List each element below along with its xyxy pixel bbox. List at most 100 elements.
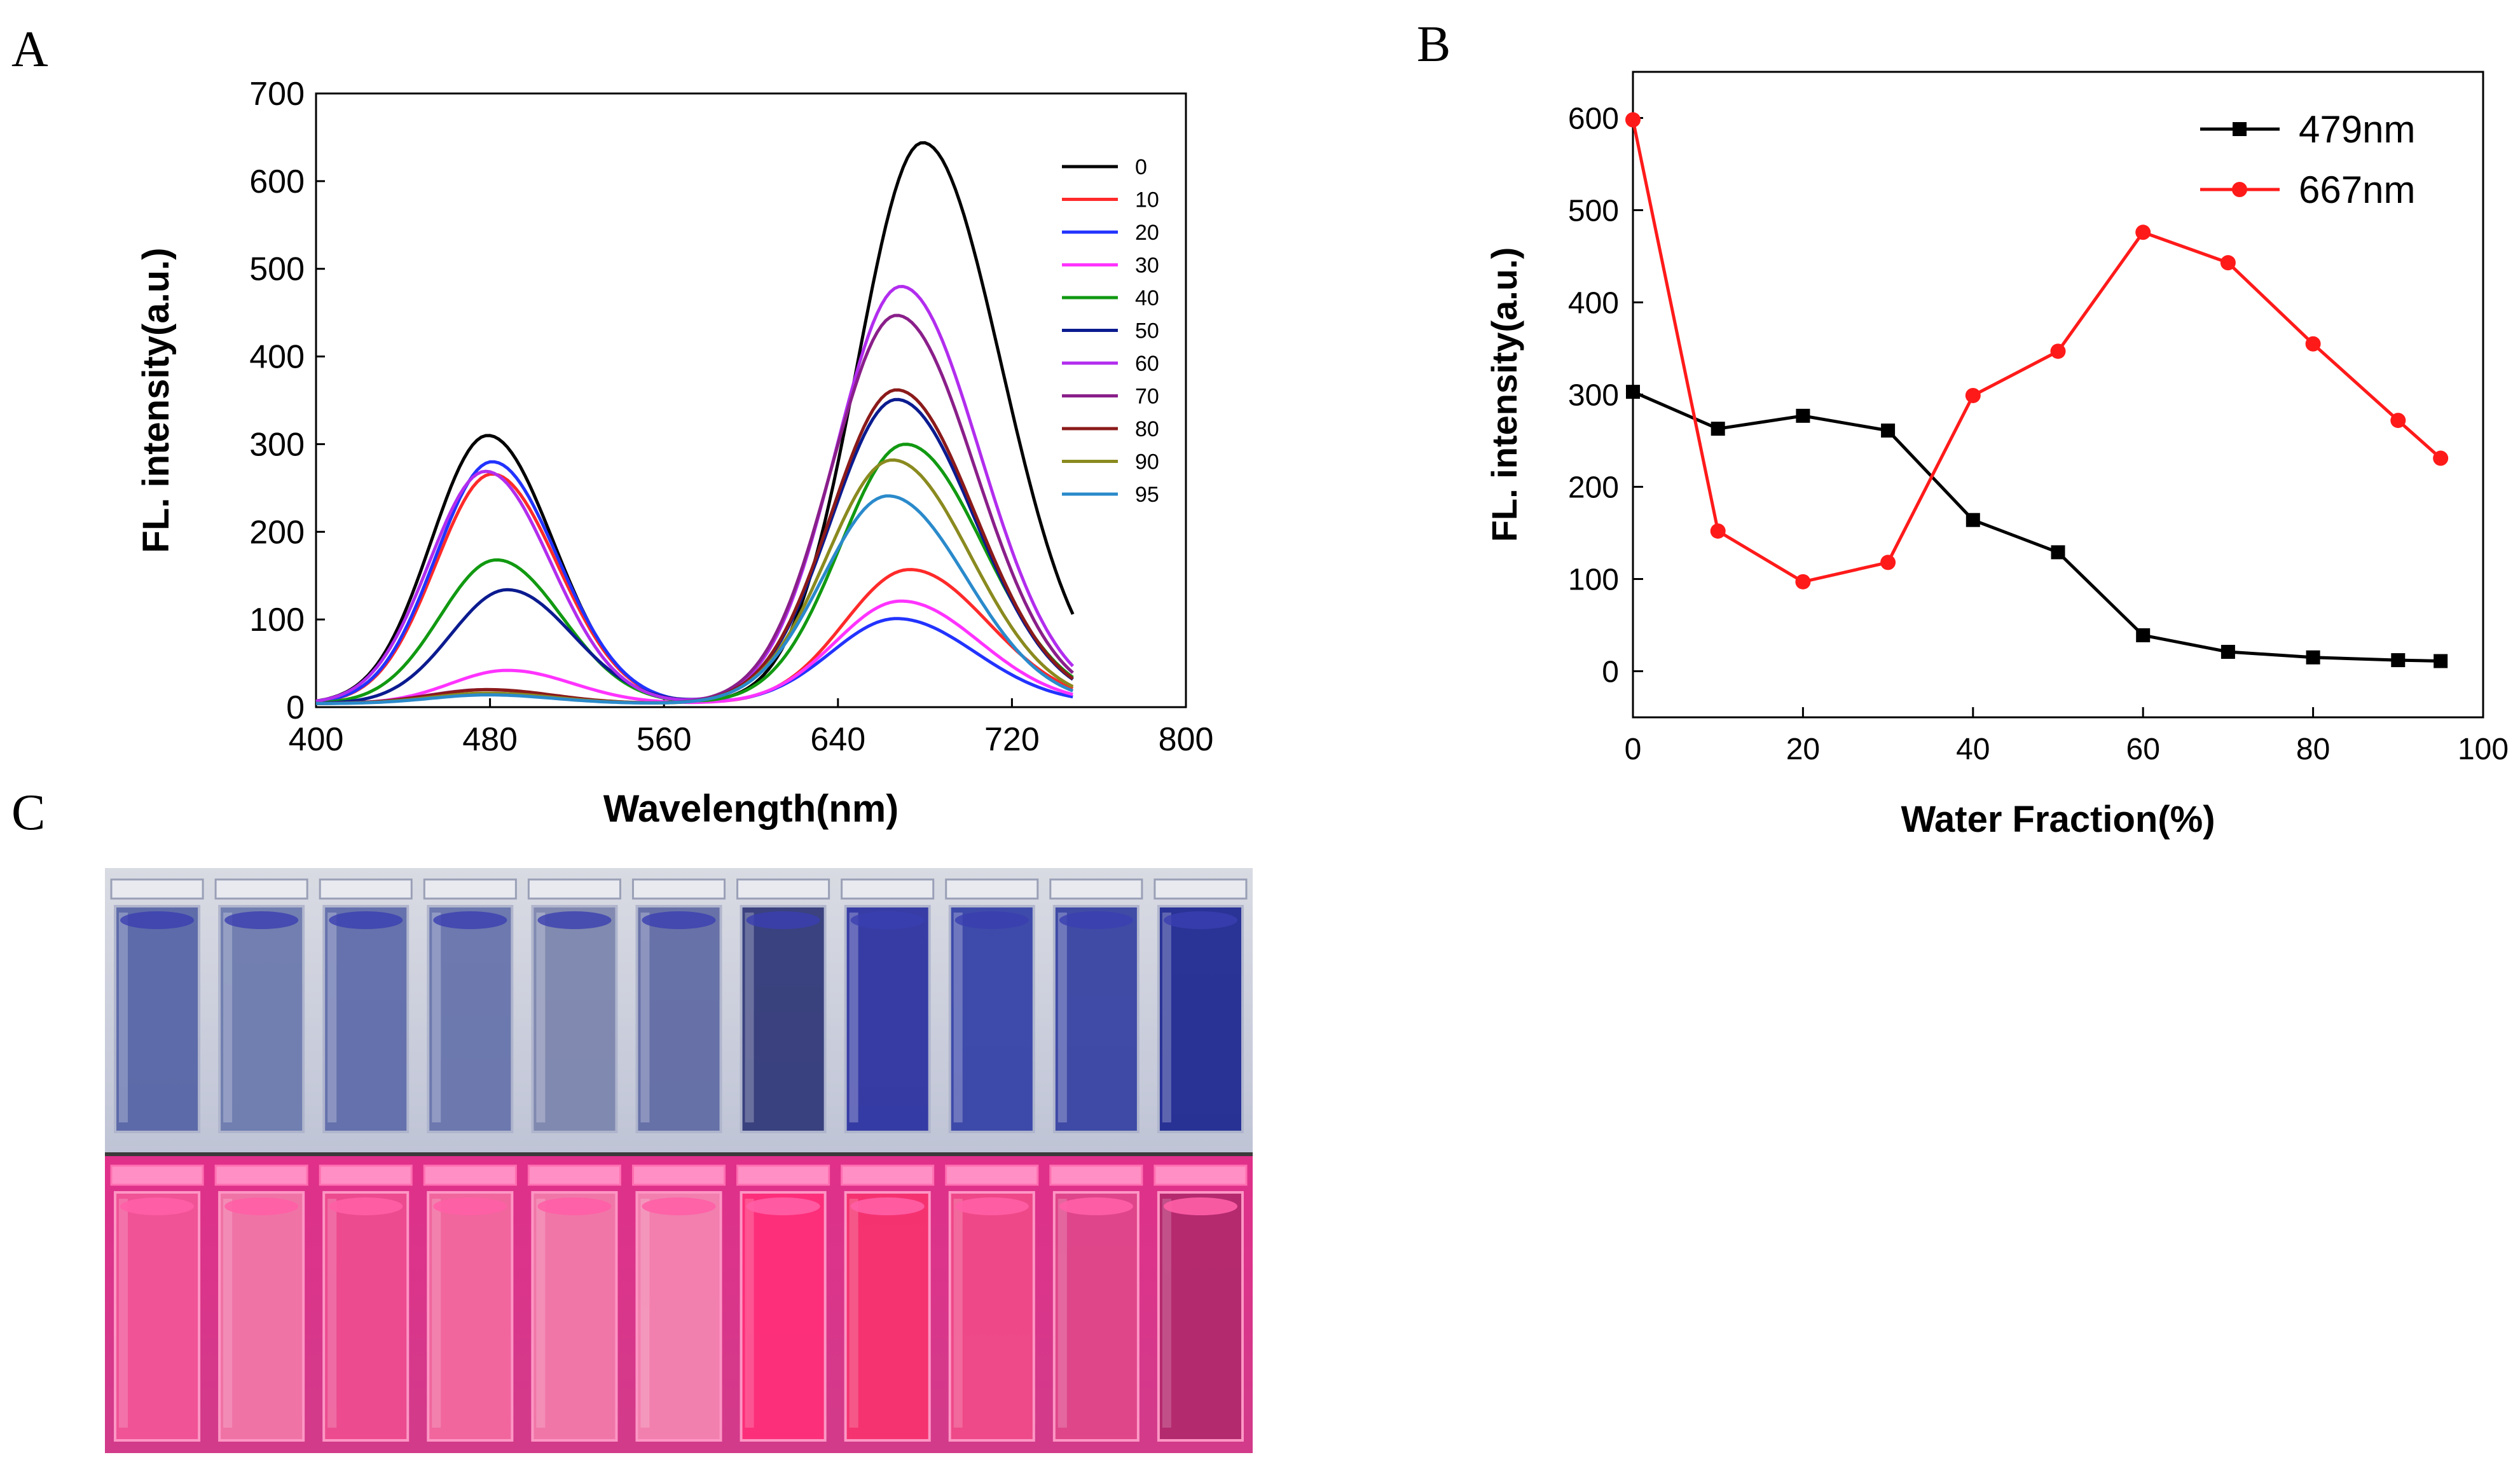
chart-b-y-tick-label: 600: [1568, 102, 1619, 136]
point-479nm: [1881, 424, 1896, 438]
cuvette-top-body: [218, 905, 305, 1133]
legend-label-95: 95: [1135, 483, 1159, 507]
cuvette-top-meniscus: [120, 911, 195, 929]
point-479nm: [1796, 408, 1810, 423]
chart-a-x-tick-label: 800: [1159, 721, 1214, 758]
chart-a-y-tick-label: 500: [249, 251, 305, 288]
point-479nm: [1711, 422, 1725, 436]
chart-a-y-tick-label: 400: [249, 339, 305, 376]
cuvette-bottom-body: [1157, 1191, 1244, 1442]
chart-a-x-axis-title: Wavelength(nm): [603, 787, 899, 830]
cuvette-bottom-cap: [736, 1164, 830, 1186]
point-667nm: [1880, 555, 1896, 570]
point-667nm: [2220, 255, 2236, 271]
series-line-479nm: [1632, 390, 2441, 663]
point-667nm: [1625, 112, 1641, 128]
chart-b-x-tick-label: 60: [2126, 733, 2160, 766]
chart-a-y-axis-title: FL. intensity(a.u.): [135, 247, 177, 553]
legend-label-20: 20: [1135, 221, 1159, 245]
cuvette-top-body: [531, 905, 618, 1133]
cuvette-bottom-body: [740, 1191, 827, 1442]
cuvette-bottom-body: [218, 1191, 305, 1442]
panel-label-c: C: [11, 785, 46, 841]
cuvette-top-glare: [1162, 913, 1171, 1122]
cuvette-top-glare: [849, 913, 858, 1122]
cuvette-top-meniscus: [224, 911, 299, 929]
cuvette-bottom-glare: [119, 1199, 128, 1428]
cuvette-top-meniscus: [1163, 911, 1238, 929]
legend-label-40: 40: [1135, 286, 1159, 310]
cuvette-top-body: [635, 905, 722, 1133]
chart-a-x-tick-label: 400: [289, 721, 344, 758]
cuvette-bottom-meniscus: [1163, 1197, 1238, 1215]
spectrum-line-70: [316, 314, 1074, 705]
chart-b-y-axis-title: FL. intensity(a.u.): [1484, 247, 1524, 542]
point-479nm: [1966, 513, 1980, 527]
point-667nm: [2390, 413, 2406, 429]
chart-b-x-tick-label: 20: [1786, 733, 1820, 766]
chart-b-x-tick-label: 80: [2296, 733, 2330, 766]
legend-label-50: 50: [1135, 319, 1159, 343]
cuvette-bottom-glare: [1057, 1199, 1067, 1428]
chart-a-x-tick-label: 560: [637, 721, 692, 758]
point-479nm: [2434, 654, 2448, 668]
cuvette-top-cap: [841, 878, 935, 900]
cuvette-bottom-body: [844, 1191, 931, 1442]
cuvette-bottom-glare: [327, 1199, 337, 1428]
cuvette-bottom-body: [531, 1191, 618, 1442]
point-479nm: [2306, 650, 2320, 665]
cuvette-bottom-cap: [1049, 1164, 1143, 1186]
cuvette-top-meniscus: [642, 911, 716, 929]
chart-b-y-tick-label: 0: [1602, 656, 1619, 689]
chart-a-y-tick-label: 600: [249, 163, 305, 200]
cuvette-top-body: [322, 905, 410, 1133]
cuvette-top-meniscus: [850, 911, 925, 929]
point-479nm: [2220, 645, 2235, 659]
point-479nm: [2391, 653, 2406, 668]
cuvette-top-body: [948, 905, 1035, 1133]
cuvette-bottom-meniscus: [329, 1197, 403, 1215]
cuvette-bottom-meniscus: [642, 1197, 716, 1215]
chart-a-frame: [315, 92, 1187, 708]
chart-b-frame: [1632, 71, 2484, 719]
chart-a-x-tick-label: 480: [462, 721, 518, 758]
cuvette-top-glare: [223, 913, 233, 1122]
cuvette-bottom-cap: [423, 1164, 517, 1186]
cuvette-bottom-cap: [1153, 1164, 1248, 1186]
legend-label-80: 80: [1135, 417, 1159, 441]
chart-a-y-tick-label: 300: [249, 426, 305, 463]
emission-spectra-chart: 400 480 560 640 720 8000100200300400500600700…: [135, 76, 1214, 830]
cuvette-bottom-cap: [631, 1164, 726, 1186]
legend-marker-479nm: [2233, 122, 2247, 136]
spectrum-line-10: [315, 472, 1074, 704]
cuvette-bottom-body: [114, 1191, 201, 1442]
cuvette-bottom-cap: [841, 1164, 935, 1186]
cuvette-top-body: [740, 905, 827, 1133]
cuvette-top-body: [844, 905, 931, 1133]
chart-b-x-tick-label: 40: [1956, 733, 1990, 766]
chart-a-x-tick-label: 720: [984, 721, 1040, 758]
cuvette-top-meniscus: [537, 911, 612, 929]
panel-label-b: B: [1417, 17, 1451, 72]
chart-b-y-tick-label: 400: [1568, 287, 1619, 321]
cuvette-bottom-meniscus: [954, 1197, 1029, 1215]
chart-b-x-axis-title: Water Fraction(%): [1901, 799, 2215, 840]
cuvette-top-glare: [640, 913, 650, 1122]
cuvette-bottom-body: [1052, 1191, 1140, 1442]
cuvette-top-meniscus: [433, 911, 507, 929]
panel-label-a: A: [11, 22, 48, 78]
cuvette-bottom-meniscus: [224, 1197, 299, 1215]
cuvette-top-cap: [945, 878, 1039, 900]
chart-a-y-tick-label: 200: [249, 514, 305, 551]
cuvette-bottom-meniscus: [1059, 1197, 1133, 1215]
cuvette-bottom-cap: [945, 1164, 1039, 1186]
cuvette-bottom-body: [948, 1191, 1035, 1442]
cuvette-bottom-meniscus: [433, 1197, 507, 1215]
chart-b-y-tick-label: 200: [1568, 471, 1619, 505]
cuvette-bottom-meniscus: [537, 1197, 612, 1215]
point-667nm: [1710, 523, 1726, 539]
cuvette-bottom-cap: [110, 1164, 204, 1186]
cuvette-top-meniscus: [746, 911, 820, 929]
legend-label-30: 30: [1135, 254, 1159, 278]
cuvette-top-glare: [119, 913, 128, 1122]
